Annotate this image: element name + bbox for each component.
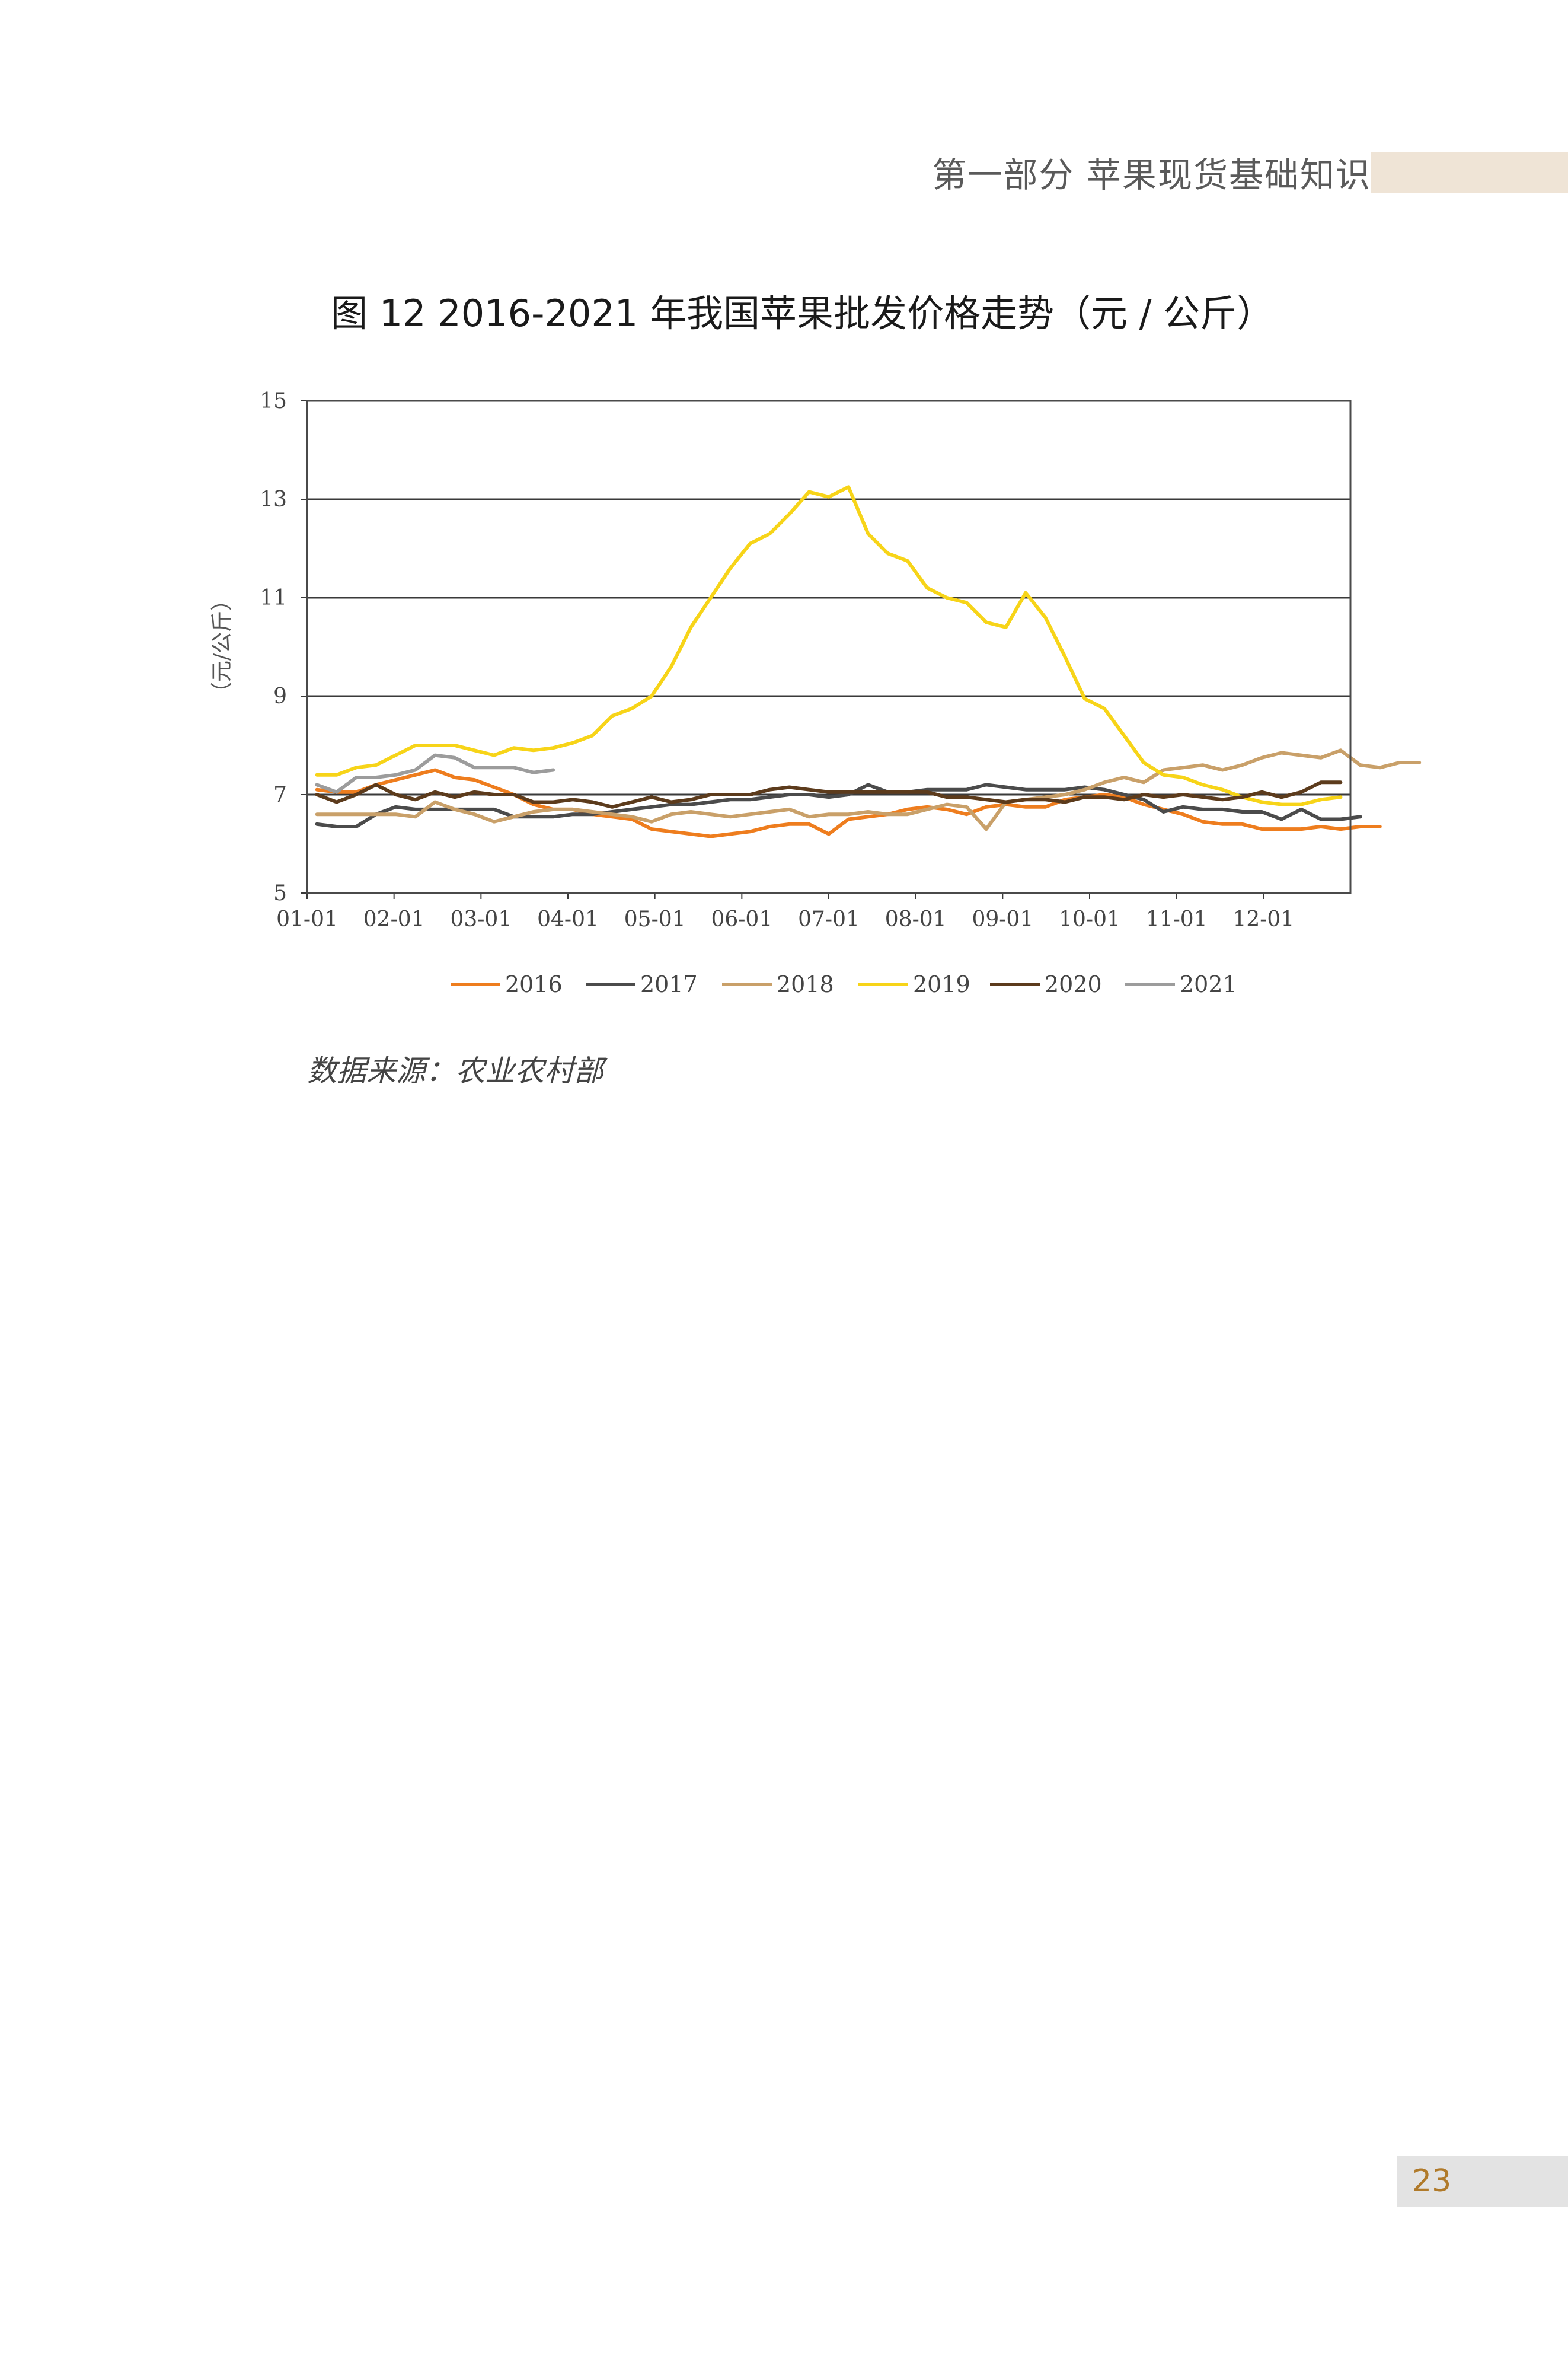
legend-label-2019: 2019: [913, 971, 970, 997]
legend-label-2017: 2017: [640, 971, 698, 997]
x-tick-label: 05-01: [624, 907, 686, 932]
page-number-box: [1397, 2156, 1568, 2207]
x-tick-label: 02-01: [363, 907, 425, 932]
x-tick-label: 08-01: [885, 907, 947, 932]
legend: 2016 2017 2018 2019 2020 2021: [451, 971, 1237, 997]
x-tick-label: 11-01: [1146, 907, 1208, 932]
x-tick-label: 04-01: [537, 907, 599, 932]
series-line-2020: [315, 780, 1343, 809]
figure-title: 图 12 2016-2021 年我国苹果批发价格走势（元 / 公斤）: [331, 292, 1274, 335]
x-tick-label: 01-01: [276, 907, 338, 932]
y-tick-label: 15: [260, 389, 287, 413]
price-trend-chart: 5 7 9 11 13 15 01-01 02-01 03-01 04-01 05-01 06-01…: [210, 389, 1422, 997]
y-tick-label: 11: [260, 586, 287, 610]
series-line-2021: [315, 753, 555, 794]
series-line-2019: [315, 485, 1343, 806]
x-tick-label: 09-01: [972, 907, 1033, 932]
y-axis-label: （元/公斤）: [210, 589, 234, 703]
legend-label-2016: 2016: [505, 971, 563, 997]
page-number: 23: [1412, 2163, 1452, 2199]
y-tick-labels: 5 7 9 11 13 15: [260, 389, 287, 906]
series-line-2016: [315, 768, 1382, 838]
data-source-note: 数据来源：农业农村部: [307, 1054, 603, 1088]
legend-label-2020: 2020: [1045, 971, 1102, 997]
header-accent-band: [1371, 152, 1568, 193]
y-tick-label: 9: [273, 684, 287, 709]
x-tick-label: 10-01: [1059, 907, 1120, 932]
legend-label-2018: 2018: [777, 971, 834, 997]
running-header: 第一部分 苹果现货基础知识: [932, 155, 1371, 195]
grid-layer: [301, 400, 1350, 899]
series-line-2018: [315, 748, 1422, 831]
x-tick-label: 07-01: [798, 907, 860, 932]
legend-label-2021: 2021: [1180, 971, 1237, 997]
x-tick-labels: 01-01 02-01 03-01 04-01 05-01 06-01 07-01 08-01…: [276, 907, 1294, 932]
y-tick-label: 13: [260, 487, 287, 512]
x-tick-label: 03-01: [450, 907, 512, 932]
x-tick-label: 12-01: [1232, 907, 1294, 932]
y-tick-label: 5: [273, 881, 287, 906]
plot-frame: [306, 400, 1352, 894]
y-tick-label: 7: [273, 783, 287, 807]
series-layer: [315, 485, 1422, 838]
series-line-2017: [315, 783, 1362, 828]
x-tick-label: 06-01: [711, 907, 772, 932]
